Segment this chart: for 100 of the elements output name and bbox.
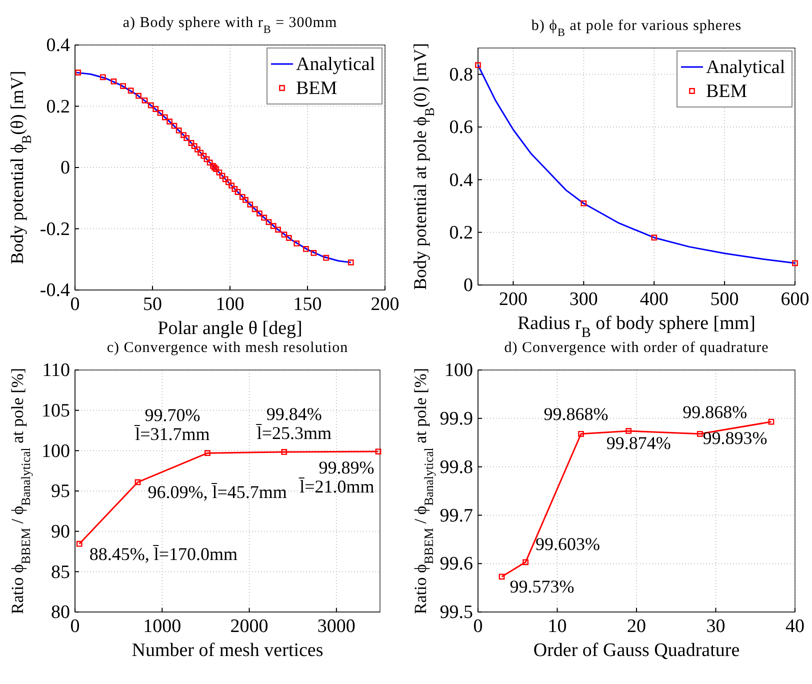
point xyxy=(166,118,172,125)
point xyxy=(226,179,232,186)
y-tick-label: 100 xyxy=(42,440,70,462)
point xyxy=(176,128,182,134)
point xyxy=(626,428,632,434)
y-tick-label: 105 xyxy=(42,400,70,422)
point xyxy=(348,259,354,266)
x-tick-label: 150 xyxy=(293,294,322,316)
point xyxy=(232,186,238,192)
x-tick-label: 500 xyxy=(710,289,739,310)
point xyxy=(206,160,213,166)
x-axis-title: Polar angle θ [deg] xyxy=(158,318,302,339)
point xyxy=(228,182,234,189)
point xyxy=(522,559,528,566)
point xyxy=(148,102,154,108)
chart-title: d) Convergence with order of quadrature xyxy=(504,340,769,356)
point xyxy=(194,146,200,152)
chart-title: b) ϕ$_{B}$ at pole for various spheres xyxy=(531,18,742,39)
legend-label: Analytical xyxy=(296,54,376,75)
y-tick-label: 99.9 xyxy=(440,408,473,430)
point xyxy=(191,143,198,150)
point xyxy=(204,156,210,162)
point xyxy=(281,232,288,238)
data-label: 99.573% xyxy=(510,576,574,597)
y-tick-label: 110 xyxy=(42,360,70,382)
point xyxy=(234,189,241,195)
point xyxy=(216,169,222,176)
x-tick-label: 3000 xyxy=(317,616,356,638)
legend-label: BEM xyxy=(706,81,748,102)
x-tick-label: 200 xyxy=(370,294,400,316)
y-tick-label: 95 xyxy=(51,481,70,502)
data-label: 99.603% xyxy=(536,534,600,554)
x-axis-title: Order of Gauss Quadrature xyxy=(533,640,740,661)
y-tick-label: 0.4 xyxy=(46,35,70,56)
x-tick-label: 50 xyxy=(143,294,162,316)
y-tick-label: -0.4 xyxy=(40,280,70,302)
point xyxy=(157,110,164,116)
point xyxy=(180,132,186,138)
y-tick-label: 0.8 xyxy=(449,64,473,86)
data-label: 88.45%, l̄=170.0mm xyxy=(89,544,238,564)
point xyxy=(275,226,281,233)
point xyxy=(75,70,82,76)
point xyxy=(128,88,134,94)
legend-label: BEM xyxy=(296,78,338,99)
x-tick-label: 10 xyxy=(548,616,567,638)
x-axis-title: Number of mesh vertices xyxy=(132,640,324,661)
point xyxy=(252,206,258,212)
x-tick-label: 20 xyxy=(627,616,646,638)
y-tick-label: -0.2 xyxy=(40,218,70,240)
x-tick-label: 30 xyxy=(706,616,726,638)
y-tick-label: 0.2 xyxy=(449,222,473,244)
point xyxy=(142,97,148,104)
x-tick-label: 600 xyxy=(780,289,810,310)
point xyxy=(239,194,246,200)
x-tick-label: 200 xyxy=(498,289,528,310)
data-label: 99.868% xyxy=(544,404,608,424)
chart-title: c) Convergence with mesh resolution xyxy=(106,340,348,356)
point xyxy=(294,240,300,246)
y-tick-label: 99.5 xyxy=(440,602,473,624)
y-tick-label: 0.2 xyxy=(46,96,70,118)
x-tick-label: 1000 xyxy=(143,616,182,638)
data-label: 99.868% xyxy=(682,402,748,422)
x-tick-label: 400 xyxy=(640,289,668,310)
data-label: 99.89% l̄=21.0mm xyxy=(298,458,374,496)
point xyxy=(303,246,309,252)
point xyxy=(200,152,207,159)
x-tick-label: 100 xyxy=(216,294,244,316)
point xyxy=(768,418,774,425)
point xyxy=(270,223,276,229)
point xyxy=(792,260,798,266)
point xyxy=(198,150,204,156)
point xyxy=(375,448,382,454)
point xyxy=(247,202,254,208)
y-tick-label: 0 xyxy=(464,275,473,296)
point xyxy=(242,197,248,203)
point xyxy=(651,234,658,241)
point xyxy=(120,83,126,89)
y-tick-label: 85 xyxy=(51,562,70,583)
point xyxy=(134,479,141,486)
y-tick-label: 100 xyxy=(444,360,473,382)
data-label: 99.893% xyxy=(702,428,768,448)
point xyxy=(310,250,317,256)
y-tick-label: 80 xyxy=(51,602,70,624)
point xyxy=(162,114,168,120)
data-label: 96.09%, l̄=45.7mm xyxy=(148,482,287,502)
point xyxy=(266,219,272,225)
y-tick-label: 0 xyxy=(60,158,70,179)
y-tick-label: 90 xyxy=(51,521,70,542)
x-tick-label: 2000 xyxy=(230,616,268,638)
point xyxy=(204,450,210,456)
point xyxy=(184,135,190,142)
point xyxy=(323,254,330,261)
data-label: 99.874% xyxy=(606,432,671,453)
point xyxy=(219,172,226,179)
point xyxy=(281,449,288,455)
y-tick-label: 99.7 xyxy=(440,505,473,526)
chart-title: a) Body sphere with r$_{B}$ = 300mm xyxy=(122,15,338,36)
point xyxy=(152,106,159,112)
point xyxy=(171,122,178,129)
point xyxy=(136,92,142,99)
